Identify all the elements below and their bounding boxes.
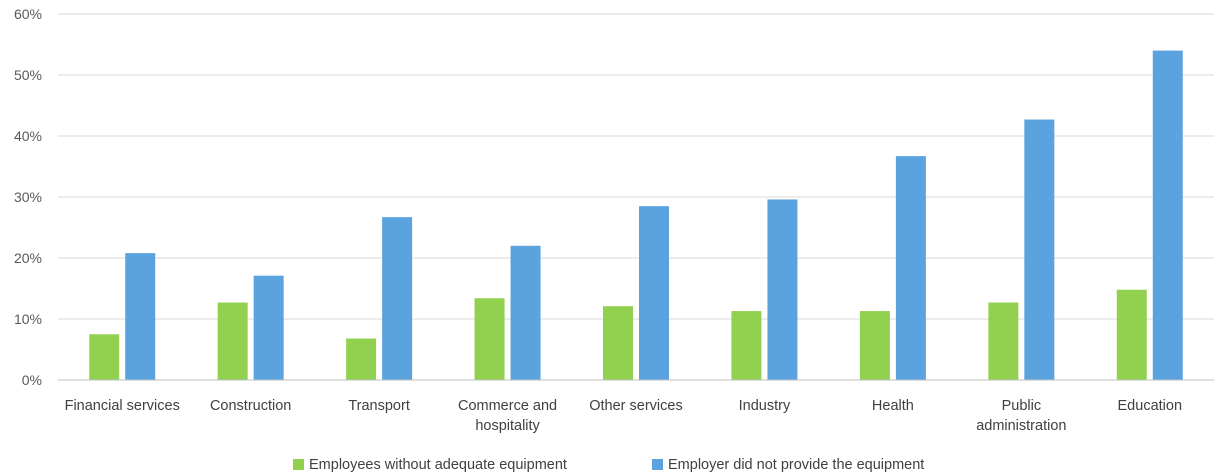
- x-category-label: Financial services: [65, 398, 180, 414]
- bar-without-equipment-1: [217, 302, 248, 380]
- bar-not-provided-4: [639, 206, 669, 380]
- x-category-label: Other services: [589, 398, 682, 414]
- bar-not-provided-8: [1152, 50, 1183, 380]
- bar-without-equipment-0: [89, 334, 120, 380]
- y-tick-label: 20%: [14, 250, 42, 266]
- y-axis-tick-labels: 0% 10% 20% 30% 40% 50% 60%: [14, 6, 42, 388]
- bar-not-provided-3: [510, 245, 541, 380]
- bar-without-equipment-8: [1116, 289, 1147, 380]
- x-category-label: Education: [1118, 398, 1183, 414]
- bar-not-provided-5: [767, 199, 798, 380]
- x-category-label: hospitality: [475, 418, 540, 434]
- bar-without-equipment-7: [988, 302, 1019, 380]
- bar-without-equipment-5: [731, 311, 762, 380]
- x-category-label: administration: [976, 418, 1066, 434]
- y-tick-label: 30%: [14, 189, 42, 205]
- y-tick-label: 0%: [22, 372, 42, 388]
- x-category-label: Commerce and: [458, 398, 557, 414]
- bar-not-provided-7: [1024, 119, 1055, 380]
- legend-swatch: [652, 459, 663, 470]
- x-axis-category-labels: Financial services Construction Transport C…: [65, 398, 1182, 434]
- bar-not-provided-1: [253, 275, 284, 380]
- legend-label: Employees without adequate equipment: [309, 457, 567, 473]
- y-tick-label: 40%: [14, 128, 42, 144]
- bar-not-provided-2: [382, 217, 413, 380]
- bar-without-equipment-6: [859, 311, 890, 380]
- y-tick-label: 10%: [14, 311, 42, 327]
- bar-without-equipment-4: [603, 306, 633, 380]
- legend: Employees without adequate equipment Empl…: [293, 457, 924, 473]
- bar-without-equipment-3: [474, 298, 505, 380]
- x-category-label: Transport: [348, 398, 410, 414]
- gridlines: [58, 13, 1214, 320]
- x-category-label: Public: [1002, 398, 1042, 414]
- x-category-label: Health: [872, 398, 914, 414]
- y-tick-label: 60%: [14, 6, 42, 22]
- bar-without-equipment-2: [346, 338, 377, 380]
- x-category-label: Industry: [739, 398, 791, 414]
- bar-not-provided-6: [895, 156, 926, 380]
- legend-label: Employer did not provide the equipment: [668, 457, 924, 473]
- legend-swatch: [293, 459, 304, 470]
- y-tick-label: 50%: [14, 67, 42, 83]
- bars: [89, 50, 1183, 380]
- x-category-label: Construction: [210, 398, 291, 414]
- bar-not-provided-0: [125, 253, 156, 380]
